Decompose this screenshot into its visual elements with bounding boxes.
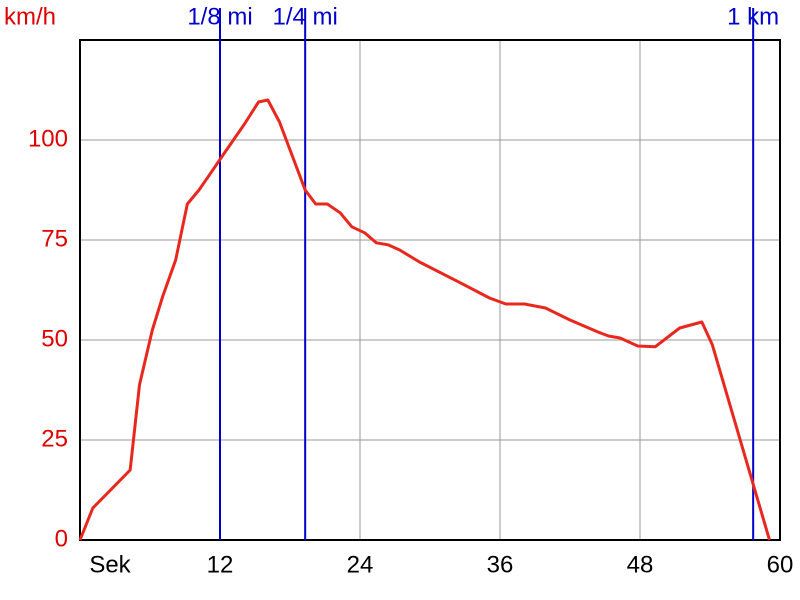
y-tick-label: 75 bbox=[41, 225, 68, 252]
x-tick-label: 36 bbox=[487, 551, 514, 578]
y-tick-label: 25 bbox=[41, 425, 68, 452]
x-tick-label: 12 bbox=[207, 551, 234, 578]
distance-marker-label: 1 km bbox=[727, 3, 779, 30]
x-tick-label: 48 bbox=[627, 551, 654, 578]
distance-marker-label: 1/8 mi bbox=[187, 3, 252, 30]
distance-marker-label: 1/4 mi bbox=[272, 3, 337, 30]
y-axis-label: km/h bbox=[4, 3, 56, 30]
plot-border bbox=[79, 39, 781, 541]
x-tick-label: 60 bbox=[767, 551, 794, 578]
x-tick-label: Sek bbox=[89, 551, 131, 578]
y-tick-label: 50 bbox=[41, 325, 68, 352]
speed-line bbox=[78, 98, 771, 541]
x-tick-label: 24 bbox=[347, 551, 374, 578]
y-tick-label: 0 bbox=[55, 525, 68, 552]
y-tick-label: 100 bbox=[28, 125, 68, 152]
